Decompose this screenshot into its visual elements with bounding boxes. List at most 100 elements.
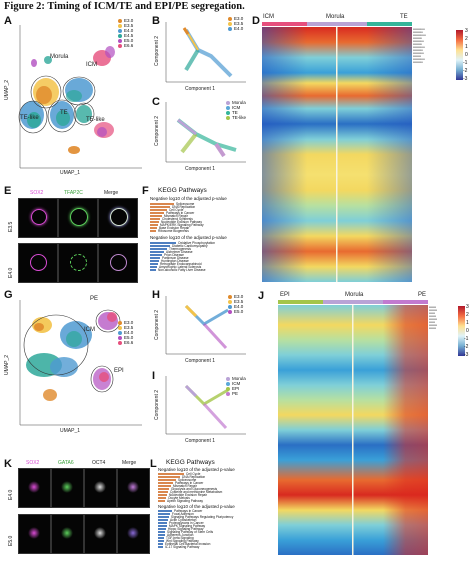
kegg-l-bars2: Pathways in Cancer Focal Adhesion Signal… (158, 509, 274, 549)
colorbar-d-tick: -2 (463, 68, 468, 74)
colorbar-j-tick: -2 (464, 344, 469, 350)
cluster-label-icm-g: ICM (84, 327, 95, 333)
kegg-l-sub1: Negative log10 of the adjusted p-value (158, 467, 235, 472)
colorbar-j-tick: 1 (466, 320, 469, 326)
cluster-label-morula: Morula (50, 54, 69, 60)
kegg-l-sub2: Negative log10 of the adjusted p-value (158, 504, 235, 509)
trajectory-i-yaxis: Component 2 (154, 389, 160, 420)
trajectory-b-legend: E3.0 E3.5 E4.0 (228, 16, 243, 31)
cluster-blobs (20, 46, 115, 154)
row-e-e35: E3.5 (8, 221, 14, 232)
umap-a-legend: E3.0 E3.5 E4.0 E4.5 E5.0 E6.6 (118, 18, 133, 48)
trajectory-h-yaxis: Component 2 (154, 309, 160, 340)
panel-label-k: K (4, 458, 12, 470)
micrograph-e-sox2-e35 (18, 198, 58, 238)
cluster-label-icm: ICM (86, 62, 97, 68)
kegg-f-sub2: Negative log10 of the adjusted p-value (150, 235, 227, 240)
micrograph-e-merge-e40 (98, 243, 138, 283)
channel-e-merge: Merge (104, 190, 119, 196)
micrograph-k-sox2-e40 (18, 468, 51, 508)
row-e-e40: E4.0 (8, 267, 14, 278)
trajectory-h-legend: E3.0 E3.5 E4.0 E5.0 (228, 294, 243, 314)
micrograph-e-sox2-e40 (18, 243, 58, 283)
heatmap-d-header-bar (262, 22, 412, 26)
heatmap-j-header-pe: PE (418, 292, 427, 298)
panel-label-l: L (150, 458, 157, 470)
channel-k-gata6: GATA6 (58, 460, 74, 466)
trajectory-i-legend: Morula ICM EPI PE (226, 376, 246, 396)
row-k-e50: E5.0 (8, 535, 14, 546)
channel-e-tfap2c: TFAP2C (64, 190, 83, 196)
heatmap-j-gene-labels: ▪▪▪▪▪▪▪ ▪▪▪▪▪▪▪▪ ▪▪▪▪▪▪ ▪▪▪▪▪▪▪ ▪▪▪▪▪▪▪▪ ▪▪▪▪… (429, 306, 437, 330)
heatmap-j-header-bar (278, 300, 428, 304)
trajectory-b (165, 22, 246, 83)
channel-k-merge: Merge (122, 460, 137, 466)
panel-label-g: G (4, 289, 13, 301)
kegg-f-sub1: Negative log10 of the adjusted p-value (150, 196, 227, 201)
panel-label-c: C (152, 96, 160, 108)
panel-label-d: D (252, 15, 260, 27)
cluster-label-te: TE (60, 110, 68, 116)
trajectory-i (165, 376, 246, 435)
heatmap-j-overlay (278, 305, 428, 555)
umap-g-xaxis: UMAP_1 (60, 428, 81, 434)
colorbar-d-tick: 2 (465, 36, 468, 42)
micrograph-e-tfap2c-e40 (58, 243, 98, 283)
heatmap-d-overlay (262, 27, 412, 282)
heatmap-d-colorbar (456, 30, 463, 80)
row-k-e40: E4.0 (8, 489, 14, 500)
trajectory-h-xaxis: Component 1 (185, 358, 216, 364)
panel-label-b: B (152, 15, 160, 27)
cluster-label-te-like-2: TE-like (86, 117, 105, 123)
trajectory-c-xaxis: Component 1 (185, 166, 216, 172)
colorbar-j-tick: 0 (466, 328, 469, 334)
kegg-f-bars2: Oxidative Phosphorylation Diabetic Cardi… (150, 241, 260, 272)
umap-g-legend: E3.0 E3.5 E4.0 E5.0 E6.6 (118, 320, 133, 345)
micrograph-k-sox2-e50 (18, 514, 51, 554)
channel-k-oct4: OCT4 (92, 460, 106, 466)
kegg-f-bars1: Spliceosome DNA Replication Cell Cycle P… (150, 202, 260, 233)
colorbar-j-tick: -1 (464, 336, 469, 342)
panel-label-e: E (4, 185, 12, 197)
umap-g (19, 300, 142, 426)
umap-g-yaxis: UMAP_2 (4, 354, 10, 375)
micrograph-k-merge-e40 (117, 468, 150, 508)
kegg-f-title: KEGG Pathways (158, 187, 207, 194)
heatmap-j-header-morula: Morula (345, 292, 364, 298)
micrograph-k-oct4-e40 (84, 468, 117, 508)
panel-label-h: H (152, 289, 160, 301)
channel-e-sox2: SOX2 (30, 190, 44, 196)
kegg-l-title: KEGG Pathways (166, 459, 215, 466)
trajectory-i-xaxis: Component 1 (185, 438, 216, 444)
colorbar-j-tick: 3 (466, 304, 469, 310)
kegg-l-bars1: Cell Cycle DNA Replication Spliceosome P… (158, 472, 274, 503)
trajectory-c-legend: Morula ICM TE TE-like (226, 100, 246, 120)
colorbar-d-tick: 0 (465, 52, 468, 58)
channel-k-sox2: SOX2 (26, 460, 40, 466)
micrograph-k-gata6-e50 (51, 514, 84, 554)
micrograph-e-merge-e35 (98, 198, 138, 238)
panel-label-f: F (142, 185, 149, 197)
colorbar-d-tick: -3 (463, 76, 468, 82)
micrograph-k-gata6-e40 (51, 468, 84, 508)
colorbar-j-tick: 2 (466, 312, 469, 318)
colorbar-d-tick: -1 (463, 60, 468, 66)
trajectory-c-yaxis: Component 2 (154, 115, 160, 146)
heatmap-d-header-morula: Morula (326, 14, 345, 20)
trajectory-h (165, 296, 246, 355)
micrograph-k-merge-e50 (117, 514, 150, 554)
colorbar-d-tick: 3 (465, 28, 468, 34)
heatmap-d-header-icm: ICM (263, 14, 274, 20)
panel-label-j: J (258, 290, 265, 302)
micrograph-k-oct4-e50 (84, 514, 117, 554)
micrograph-e-tfap2c-e35 (58, 198, 98, 238)
colorbar-d-tick: 1 (465, 44, 468, 50)
umap-a-xaxis: UMAP_1 (60, 170, 81, 176)
umap-a-yaxis: UMAP_2 (4, 79, 10, 100)
cluster-label-te-like-1: TE-like (20, 115, 39, 121)
heatmap-d-header-te: TE (400, 14, 408, 20)
colorbar-j-tick: -3 (464, 352, 469, 358)
trajectory-b-xaxis: Component 1 (185, 86, 216, 92)
umap-a (18, 25, 142, 169)
trajectory-b-yaxis: Component 2 (154, 35, 160, 66)
